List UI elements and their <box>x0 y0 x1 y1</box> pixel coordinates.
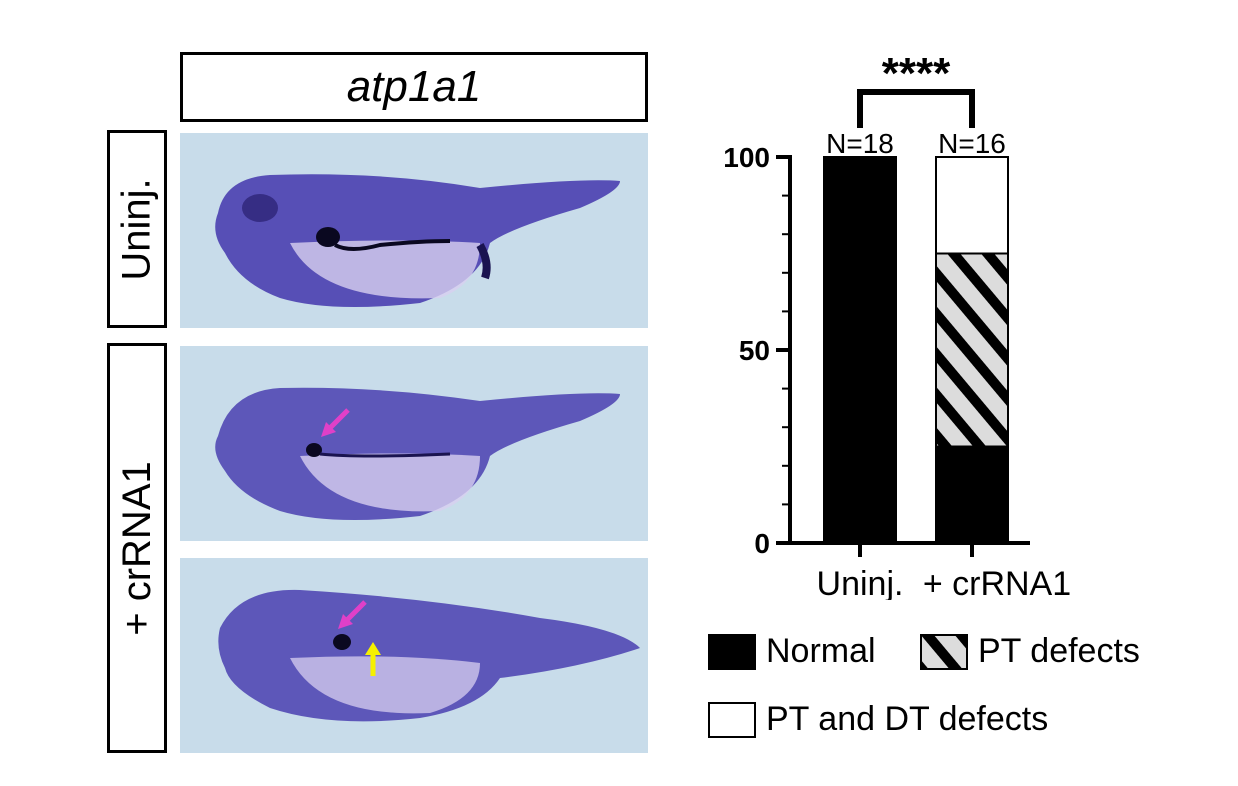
legend-pt-defects: PT defects <box>920 632 1140 671</box>
x-category-label: Uninj. <box>817 565 904 600</box>
magenta-arrow-shaft <box>343 600 367 624</box>
n-label: N=18 <box>826 128 894 159</box>
yellow-arrow-head <box>365 642 381 655</box>
x-category-label: + crRNA1 <box>923 565 1071 600</box>
y-tick-label: 50 <box>739 335 770 366</box>
embryo-photo-uninjected <box>180 133 648 328</box>
magenta-arrow-head <box>321 422 336 437</box>
legend-swatch-pt-defects <box>920 633 968 670</box>
embryo-photo-crrna1-b <box>180 558 648 753</box>
legend-pt-dt-defects: PT and DT defects <box>708 700 1048 739</box>
n-label: N=16 <box>938 128 1006 159</box>
row-label-uninjected-text: Uninj. <box>114 177 159 281</box>
magenta-arrow-shaft <box>326 408 350 432</box>
legend-label-pt-dt-defects: PT and DT defects <box>766 700 1049 738</box>
bar-segment-normal <box>935 445 1009 544</box>
embryo-photo-crrna1-a <box>180 346 648 541</box>
row-label-uninjected: Uninj. <box>107 130 167 328</box>
gene-label: atp1a1 <box>346 62 482 111</box>
legend-normal: Normal <box>708 632 876 671</box>
bar-segment-pt-and-dt-defects <box>935 156 1009 255</box>
legend-label-pt-defects: PT defects <box>978 632 1140 670</box>
bar-segment-normal <box>823 156 897 544</box>
row-label-crrna1-text: + crRNA1 <box>114 460 159 636</box>
y-tick-label: 0 <box>754 528 770 559</box>
legend-swatch-normal <box>708 633 756 670</box>
significance-label: **** <box>882 49 951 98</box>
gene-label-box: atp1a1 <box>180 52 648 122</box>
legend-swatch-pt-dt-defects <box>708 701 756 738</box>
bar-segment-pt-defects <box>935 252 1009 448</box>
magenta-arrow-head <box>338 614 353 629</box>
stacked-bar-chart: 0 50 100 N=18 N=16 Uninj. + crRNA1 **** <box>723 49 1071 600</box>
y-tick-label: 100 <box>723 142 770 173</box>
row-label-crrna1: + crRNA1 <box>107 343 167 753</box>
legend-label-normal: Normal <box>766 632 876 670</box>
significance-bracket <box>857 89 975 128</box>
